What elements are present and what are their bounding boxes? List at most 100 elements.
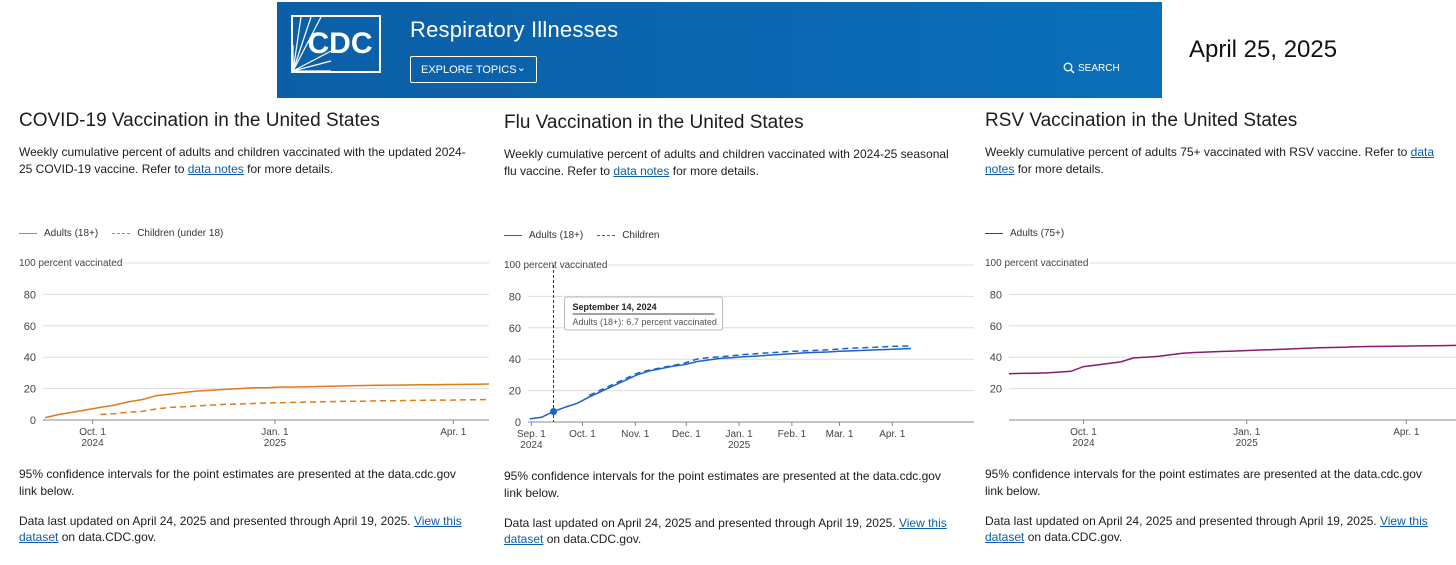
y-tick-label: 40 bbox=[990, 352, 1002, 364]
covid-legend: Adults (18+) Children (under 18) bbox=[19, 228, 237, 239]
x-tick-year-label: 2024 bbox=[520, 440, 543, 451]
series-line-dashed[interactable] bbox=[588, 345, 912, 396]
x-tick-label: Oct. 1 bbox=[569, 429, 596, 440]
covid-updated-tail: on data.CDC.gov. bbox=[58, 530, 157, 544]
flu-data-notes-link[interactable]: data notes bbox=[613, 164, 670, 178]
series-line-solid[interactable] bbox=[44, 383, 490, 419]
x-tick-label: Dec. 1 bbox=[672, 429, 701, 440]
legend-adults-label: Adults (18+) bbox=[529, 230, 584, 241]
series-line-solid[interactable] bbox=[1008, 344, 1456, 375]
y-tick-label: 60 bbox=[24, 321, 36, 333]
covid-data-notes-link[interactable]: data notes bbox=[187, 162, 244, 176]
covid-desc-text: Weekly cumulative percent of adults and … bbox=[19, 145, 466, 176]
rsv-updated: Data last updated on April 24, 2025 and … bbox=[985, 513, 1435, 545]
legend-children-label: Children (under 18) bbox=[137, 228, 224, 239]
rsv-panel: RSV Vaccination in the United States Wee… bbox=[985, 0, 1456, 565]
search-icon bbox=[1063, 62, 1075, 74]
y-axis-top-label: 100 percent vaccinated bbox=[504, 260, 607, 271]
x-tick-year-label: 2025 bbox=[264, 438, 287, 449]
series-line-solid[interactable] bbox=[529, 347, 912, 420]
x-tick-year-label: 2024 bbox=[1072, 438, 1095, 449]
rsv-dataset-link[interactable]: View this dataset bbox=[985, 514, 1428, 544]
search-button[interactable]: SEARCH bbox=[1063, 62, 1120, 74]
y-tick-label: 80 bbox=[24, 289, 36, 301]
legend-adults[interactable]: Adults (18+) bbox=[504, 230, 583, 241]
y-tick-label: 0 bbox=[515, 417, 521, 429]
flu-panel: Flu Vaccination in the United States Wee… bbox=[504, 0, 976, 565]
y-tick-label: 20 bbox=[509, 386, 521, 398]
y-tick-label: 80 bbox=[509, 291, 521, 303]
x-tick-label: Feb. 1 bbox=[778, 429, 807, 440]
x-tick-year-label: 2025 bbox=[1236, 438, 1259, 449]
site-title[interactable]: Respiratory Illnesses bbox=[410, 17, 619, 42]
x-tick-label: Mar. 1 bbox=[826, 429, 854, 440]
y-tick-label: 40 bbox=[509, 354, 521, 366]
x-tick-label: Nov. 1 bbox=[621, 429, 650, 440]
covid-desc-tail: for more details. bbox=[243, 162, 334, 176]
rsv-chart: 100 percent vaccinated 20 40 60 80 Oct. 12024… bbox=[985, 258, 1456, 449]
x-tick-year-label: 2025 bbox=[728, 440, 751, 451]
explore-topics-button[interactable]: EXPLORE TOPICS ⌄ bbox=[410, 56, 537, 83]
flu-updated-text: Data last updated on April 24, 2025 and … bbox=[504, 516, 899, 530]
legend-solid-swatch bbox=[985, 233, 1003, 234]
x-tick-label: Apr. 1 bbox=[879, 429, 906, 440]
x-tick-year-label: 2024 bbox=[81, 438, 104, 449]
legend-adults-label: Adults (18+) bbox=[44, 228, 99, 239]
x-tick-label: Oct. 1 bbox=[1070, 427, 1097, 438]
date-label: April 25, 2025 bbox=[1189, 36, 1338, 63]
covid-updated-text: Data last updated on April 24, 2025 and … bbox=[19, 514, 414, 528]
legend-adults[interactable]: Adults (18+) bbox=[19, 228, 98, 239]
tooltip-value-text: Adults (18+): 6.7 percent vaccinated bbox=[573, 317, 717, 327]
flu-desc-tail: for more details. bbox=[669, 164, 759, 178]
flu-ci-note: 95% confidence intervals for the point e… bbox=[504, 469, 941, 500]
rsv-desc-tail: for more details. bbox=[1014, 162, 1104, 176]
flu-updated-tail: on data.CDC.gov. bbox=[543, 532, 642, 546]
x-tick-label: Apr. 1 bbox=[440, 427, 467, 438]
cdc-logo[interactable]: CDC bbox=[291, 15, 381, 73]
legend-solid-swatch bbox=[504, 235, 522, 236]
covid-dataset-link[interactable]: View this dataset bbox=[19, 514, 462, 544]
covid-title: COVID-19 Vaccination in the United State… bbox=[19, 110, 380, 131]
covid-updated: Data last updated on April 24, 2025 and … bbox=[19, 513, 469, 545]
covid-description: Weekly cumulative percent of adults and … bbox=[19, 144, 474, 178]
y-tick-label: 20 bbox=[990, 384, 1002, 396]
y-tick-label: 80 bbox=[990, 289, 1002, 301]
rsv-data-notes-link[interactable]: data notes bbox=[985, 145, 1435, 176]
rsv-updated-tail: on data.CDC.gov. bbox=[1024, 530, 1123, 544]
tooltip: September 14, 2024 Adults (18+): 6.7 perc… bbox=[564, 296, 724, 331]
legend-solid-swatch bbox=[19, 233, 37, 234]
legend-adults[interactable]: Adults (75+) bbox=[985, 228, 1064, 239]
search-label: SEARCH bbox=[1078, 62, 1120, 74]
tooltip-point-marker[interactable] bbox=[550, 407, 558, 415]
x-tick-label: Jan. 1 bbox=[261, 427, 289, 438]
covid-panel: COVID-19 Vaccination in the United State… bbox=[19, 0, 494, 565]
x-tick-label: Jan. 1 bbox=[725, 429, 753, 440]
x-tick-label: Jan. 1 bbox=[1233, 427, 1261, 438]
legend-children[interactable]: Children bbox=[597, 230, 659, 241]
flu-title: Flu Vaccination in the United States bbox=[504, 112, 804, 133]
legend-dashed-swatch bbox=[597, 235, 616, 236]
rsv-ci-note: 95% confidence intervals for the point e… bbox=[985, 467, 1422, 498]
legend-adults-label: Adults (75+) bbox=[1010, 228, 1065, 239]
y-tick-label: 20 bbox=[24, 384, 36, 396]
flu-description: Weekly cumulative percent of adults and … bbox=[504, 146, 964, 180]
y-tick-label: 0 bbox=[30, 415, 36, 427]
rsv-title: RSV Vaccination in the United States bbox=[985, 110, 1298, 131]
y-tick-label: 60 bbox=[509, 323, 521, 335]
legend-children-label: Children bbox=[622, 230, 660, 241]
logo-text: CDC bbox=[308, 27, 373, 60]
flu-dataset-link[interactable]: View this dataset bbox=[504, 516, 947, 546]
cdc-header-banner: CDC Respiratory Illnesses EXPLORE TOPICS… bbox=[277, 2, 1162, 98]
y-axis-top-label: 100 percent vaccinated bbox=[985, 258, 1088, 269]
legend-children[interactable]: Children (under 18) bbox=[112, 228, 223, 239]
legend-dashed-swatch bbox=[112, 233, 131, 234]
x-tick-label: Oct. 1 bbox=[79, 427, 106, 438]
y-tick-label: 60 bbox=[990, 321, 1002, 333]
explore-topics-label: EXPLORE TOPICS bbox=[421, 63, 517, 76]
tooltip-date: September 14, 2024 bbox=[573, 302, 657, 312]
series-line-dashed[interactable] bbox=[100, 398, 490, 416]
flu-updated: Data last updated on April 24, 2025 and … bbox=[504, 515, 959, 547]
flu-legend: Adults (18+) Children bbox=[504, 230, 673, 241]
rsv-desc-text: Weekly cumulative percent of adults 75+ … bbox=[985, 145, 1411, 159]
